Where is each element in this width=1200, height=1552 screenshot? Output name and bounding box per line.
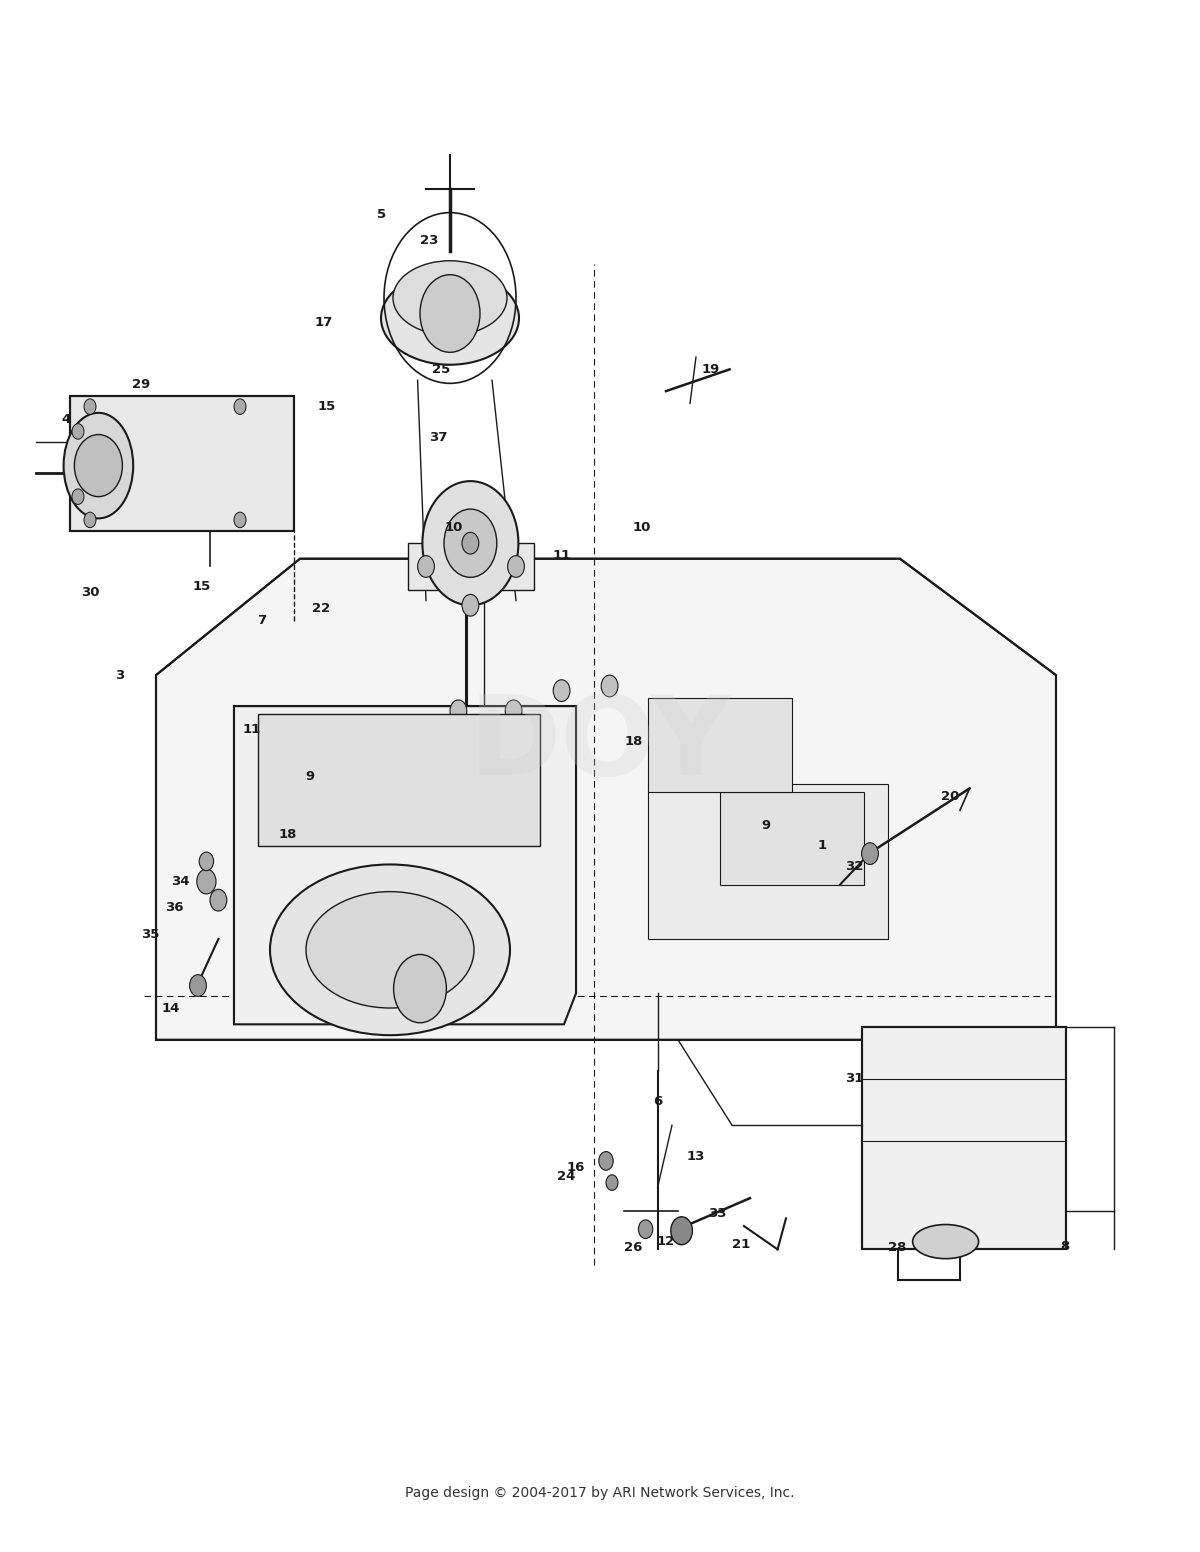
Text: 11: 11	[242, 723, 262, 736]
Circle shape	[422, 481, 518, 605]
Circle shape	[234, 399, 246, 414]
Text: 1: 1	[817, 840, 827, 852]
Text: DOY: DOY	[468, 692, 732, 798]
Text: 15: 15	[317, 400, 336, 413]
Text: 6: 6	[653, 1096, 662, 1108]
Text: 9: 9	[305, 770, 314, 782]
Text: 26: 26	[624, 1242, 643, 1254]
Circle shape	[462, 594, 479, 616]
Text: 18: 18	[624, 736, 643, 748]
Text: 32: 32	[845, 860, 864, 872]
Text: 24: 24	[557, 1170, 576, 1183]
Bar	[720, 792, 864, 885]
Ellipse shape	[306, 891, 474, 1009]
Circle shape	[553, 680, 570, 702]
Text: 17: 17	[314, 317, 334, 329]
Text: 21: 21	[732, 1238, 751, 1251]
Bar	[408, 543, 534, 590]
Bar	[648, 784, 888, 939]
Ellipse shape	[276, 706, 432, 877]
Circle shape	[462, 532, 479, 554]
Text: 9: 9	[761, 819, 770, 832]
Text: 20: 20	[941, 790, 960, 802]
Circle shape	[210, 889, 227, 911]
Circle shape	[72, 489, 84, 504]
Text: 15: 15	[192, 580, 211, 593]
Text: 25: 25	[432, 363, 451, 376]
Text: 13: 13	[686, 1150, 706, 1162]
Text: 12: 12	[656, 1235, 676, 1248]
Text: 34: 34	[170, 875, 190, 888]
Text: 19: 19	[701, 363, 720, 376]
Text: 3: 3	[115, 669, 125, 681]
Circle shape	[862, 843, 878, 864]
Circle shape	[234, 512, 246, 528]
Text: 22: 22	[312, 602, 331, 615]
Text: 7: 7	[257, 615, 266, 627]
Circle shape	[72, 424, 84, 439]
Text: 35: 35	[140, 928, 160, 941]
Circle shape	[508, 556, 524, 577]
Text: 28: 28	[888, 1242, 907, 1254]
Polygon shape	[70, 396, 294, 531]
Circle shape	[450, 700, 467, 722]
Polygon shape	[156, 559, 1056, 1040]
Bar	[648, 698, 792, 792]
Text: 29: 29	[132, 379, 151, 391]
Text: 33: 33	[708, 1207, 727, 1220]
Circle shape	[420, 275, 480, 352]
Circle shape	[394, 954, 446, 1023]
Text: 10: 10	[444, 521, 463, 534]
Circle shape	[337, 742, 354, 764]
Text: 37: 37	[428, 431, 448, 444]
Text: 8: 8	[1060, 1240, 1069, 1252]
Circle shape	[84, 399, 96, 414]
Circle shape	[199, 852, 214, 871]
Text: Page design © 2004-2017 by ARI Network Services, Inc.: Page design © 2004-2017 by ARI Network S…	[406, 1485, 794, 1501]
Text: 16: 16	[566, 1161, 586, 1173]
Polygon shape	[234, 706, 576, 1024]
Text: 31: 31	[845, 1072, 864, 1085]
Text: 5: 5	[377, 208, 386, 220]
Circle shape	[84, 512, 96, 528]
Circle shape	[74, 435, 122, 497]
Ellipse shape	[270, 864, 510, 1035]
Text: 23: 23	[420, 234, 439, 247]
Bar	[258, 714, 540, 846]
Text: 11: 11	[552, 549, 571, 562]
Circle shape	[671, 1217, 692, 1245]
Text: 14: 14	[161, 1003, 180, 1015]
Circle shape	[601, 675, 618, 697]
Ellipse shape	[64, 413, 133, 518]
Ellipse shape	[382, 272, 520, 365]
Circle shape	[606, 1175, 618, 1190]
Circle shape	[190, 975, 206, 996]
Circle shape	[418, 556, 434, 577]
Text: 4: 4	[61, 413, 71, 425]
Text: 36: 36	[164, 902, 184, 914]
Circle shape	[638, 1220, 653, 1238]
Circle shape	[599, 1152, 613, 1170]
Ellipse shape	[913, 1225, 979, 1259]
Text: 10: 10	[632, 521, 652, 534]
Circle shape	[197, 869, 216, 894]
Circle shape	[444, 509, 497, 577]
Ellipse shape	[394, 261, 508, 335]
Circle shape	[505, 700, 522, 722]
Polygon shape	[862, 1027, 1066, 1249]
Text: 18: 18	[278, 829, 298, 841]
Text: 30: 30	[80, 587, 100, 599]
